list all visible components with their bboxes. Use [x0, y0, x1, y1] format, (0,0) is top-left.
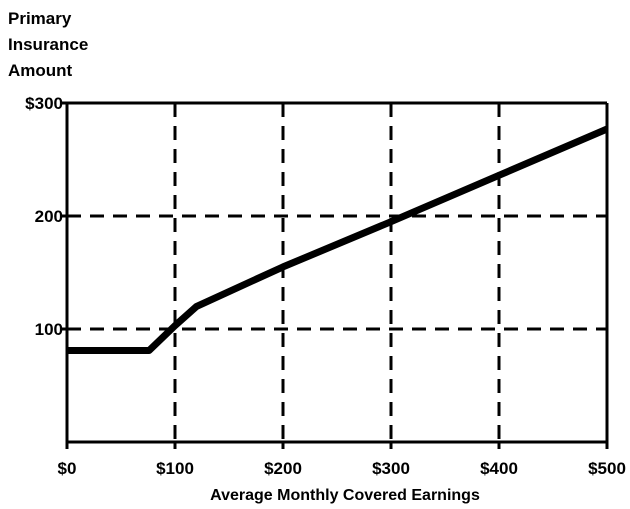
axes	[65, 101, 609, 444]
x-tick-label: $0	[58, 459, 77, 478]
ticks	[60, 101, 609, 449]
x-tick-label: $300	[372, 459, 410, 478]
y-tick-label: 200	[35, 207, 63, 226]
y-axis-label-line-1: Primary	[8, 9, 72, 28]
y-axis-label-line-2: Insurance	[8, 35, 88, 54]
x-tick-label: $400	[480, 459, 518, 478]
x-tick-label: $200	[264, 459, 302, 478]
tick-labels: $0 $100 $200 $300 $400 $500 100 200 $300	[25, 94, 626, 478]
x-tick-label: $500	[588, 459, 626, 478]
x-axis-label: Average Monthly Covered Earnings	[210, 487, 480, 504]
y-tick-label: 100	[35, 320, 63, 339]
grid	[67, 103, 607, 442]
series	[67, 125, 609, 354]
y-axis-label-line-3: Amount	[8, 61, 73, 80]
y-tick-label: $300	[25, 94, 63, 113]
x-tick-label: $100	[156, 459, 194, 478]
series-line	[67, 125, 609, 354]
